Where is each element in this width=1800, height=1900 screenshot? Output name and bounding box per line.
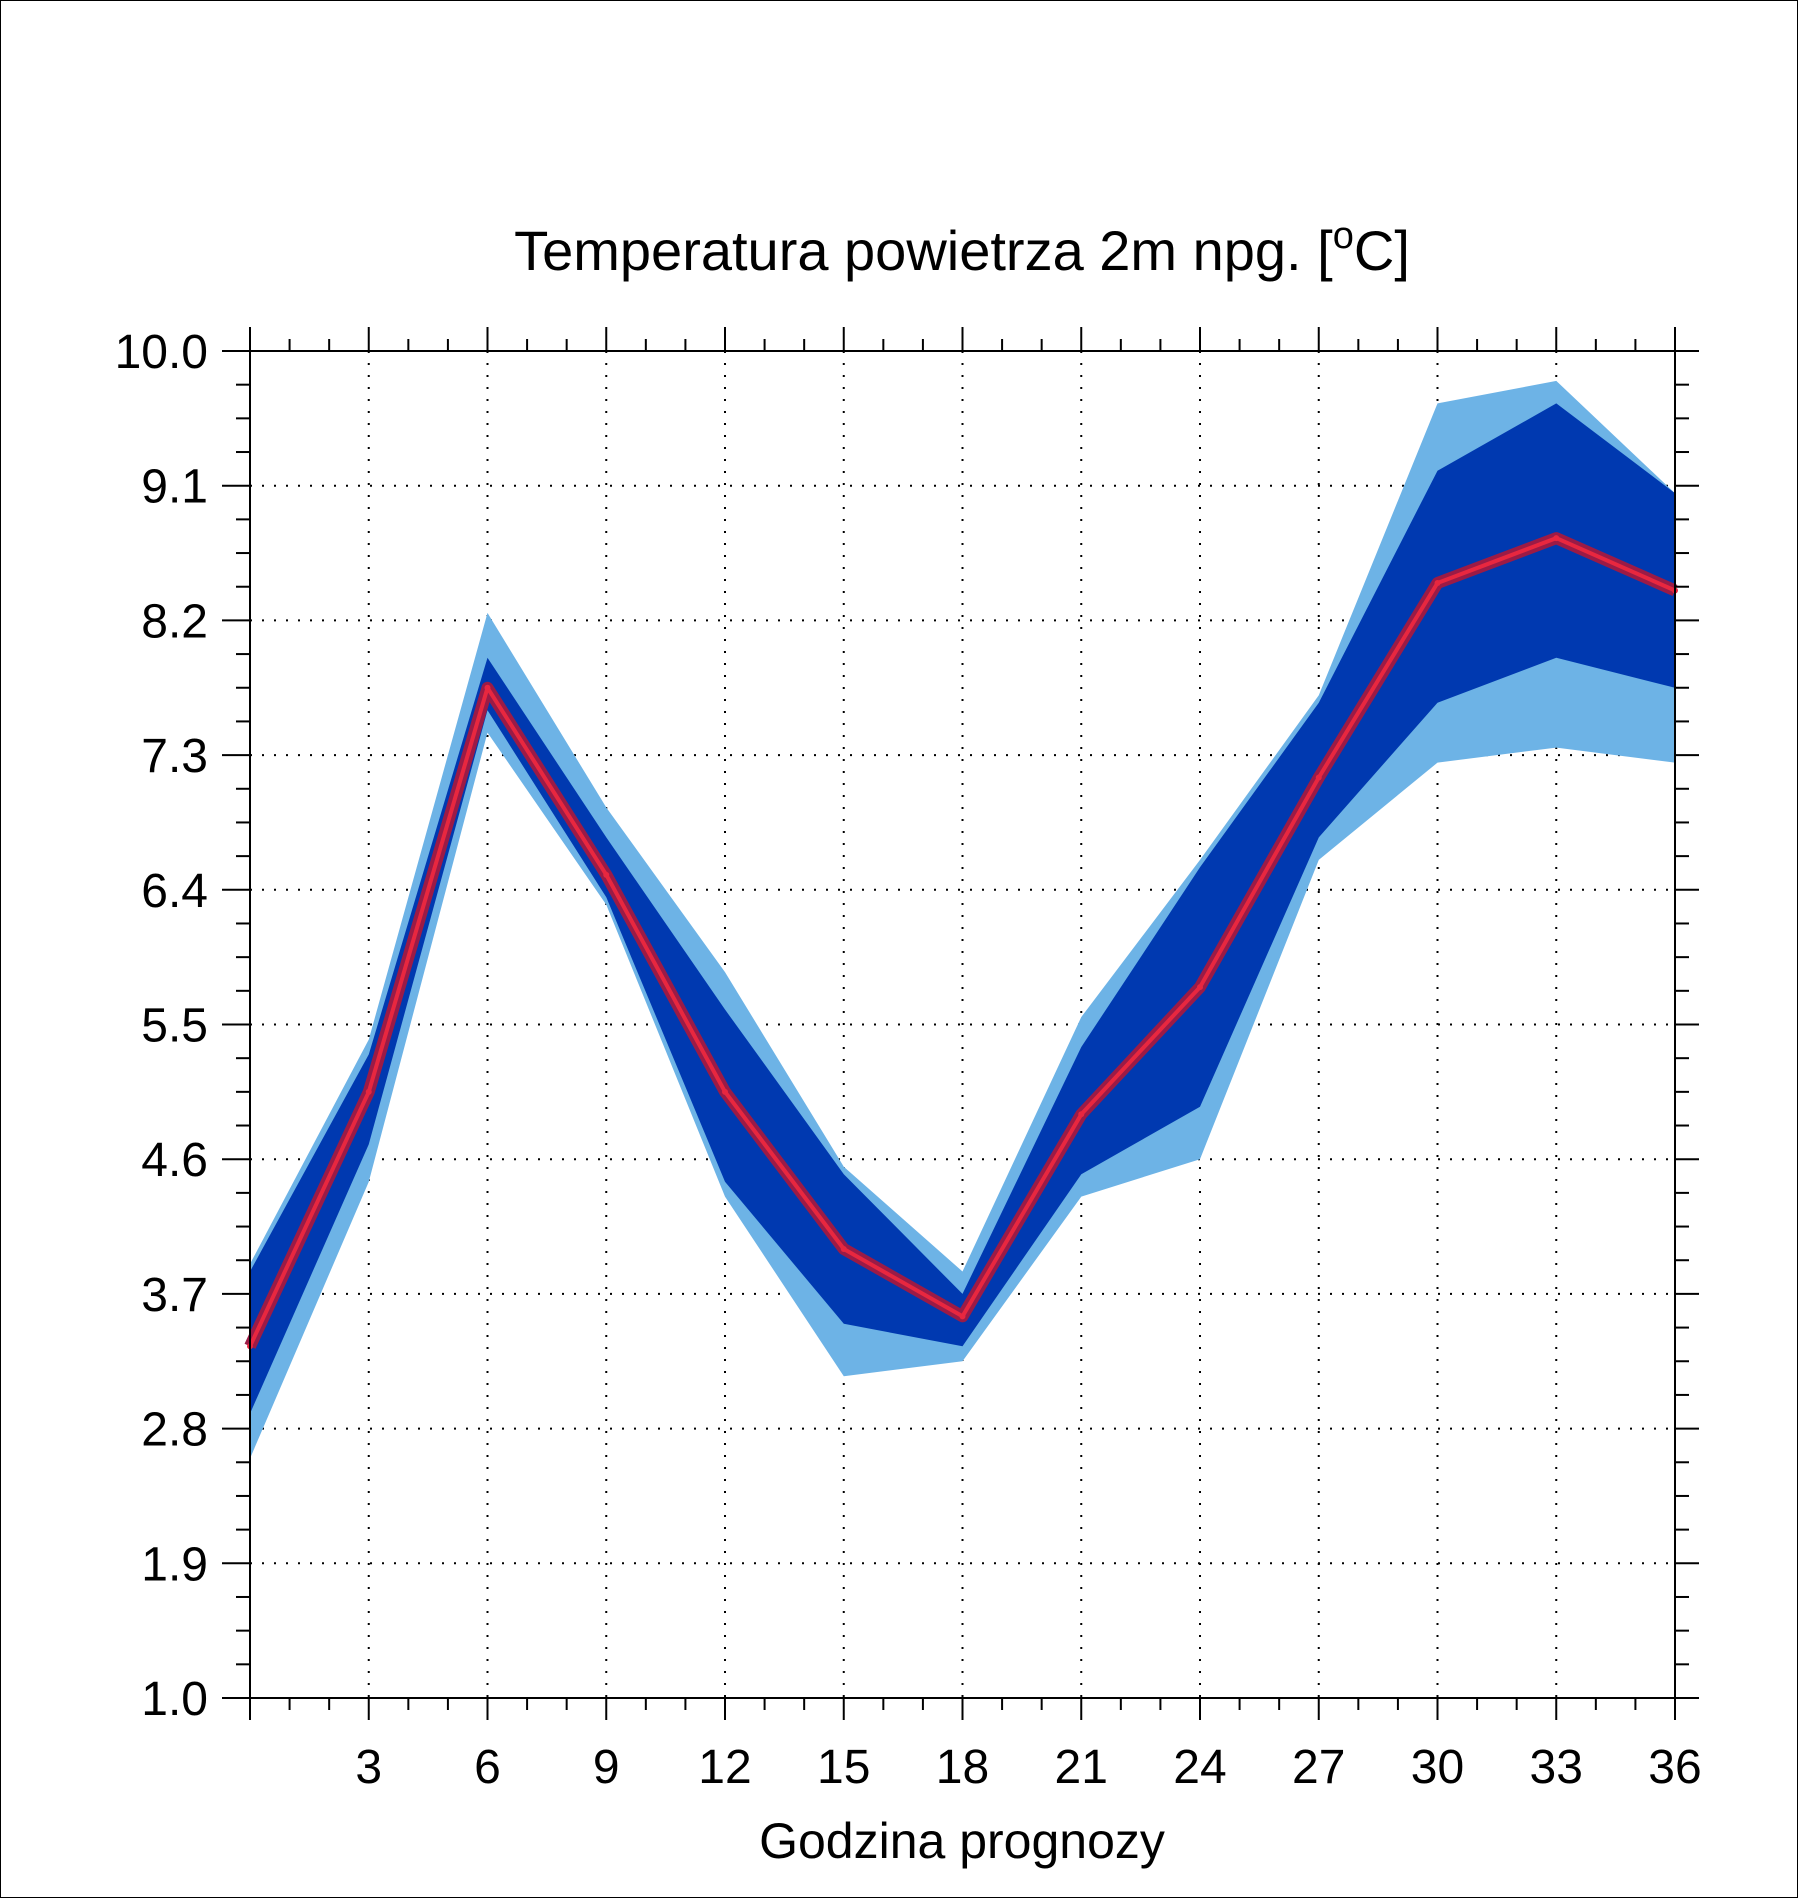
x-tick-label: 36 — [1648, 1741, 1701, 1794]
median-point — [365, 1088, 372, 1095]
median-point — [1434, 579, 1441, 586]
y-tick-label: 1.9 — [141, 1538, 208, 1591]
median-point — [840, 1246, 847, 1252]
y-tick-label: 2.8 — [141, 1404, 208, 1457]
y-tick-label: 6.4 — [141, 865, 208, 918]
median-point — [1197, 984, 1203, 991]
median-point — [959, 1313, 966, 1320]
y-tick-label: 7.3 — [141, 730, 208, 783]
median-point — [1078, 1111, 1085, 1118]
x-tick-label: 15 — [817, 1741, 870, 1794]
x-tick-label: 24 — [1173, 1741, 1226, 1794]
inner-band — [250, 403, 1675, 1414]
x-tick-label: 27 — [1292, 1741, 1345, 1794]
chart-title-superscript: o — [1333, 215, 1354, 257]
y-tick-labels: 1.0 1.9 2.8 3.7 4.6 5.5 6.4 7.3 8.2 9.1 10.0 — [115, 326, 208, 1726]
chart-title: Temperatura powietrza 2m npg. [oC] — [514, 215, 1410, 282]
chart-title-end: C] — [1354, 219, 1410, 282]
x-axis-label: Godzina prognozy — [759, 1813, 1165, 1869]
chart-title-main: Temperatura powietrza 2m npg. [ — [514, 219, 1333, 282]
median-point — [484, 684, 491, 691]
y-tick-label: 1.0 — [141, 1673, 208, 1726]
x-tick-label: 30 — [1411, 1741, 1464, 1794]
y-tick-label: 5.5 — [141, 1000, 208, 1053]
x-tick-label: 21 — [1055, 1741, 1108, 1794]
median-point — [1553, 535, 1560, 542]
x-tick-label: 3 — [355, 1741, 382, 1794]
median-line — [244, 532, 1678, 1350]
y-tick-label: 9.1 — [141, 461, 208, 514]
x-tick-label: 33 — [1530, 1741, 1583, 1794]
x-tick-label: 6 — [474, 1741, 501, 1794]
y-tick-label: 3.7 — [141, 1269, 208, 1322]
axes — [222, 327, 1699, 1720]
median-point — [603, 871, 610, 878]
x-tick-label: 12 — [698, 1741, 751, 1794]
y-tick-label: 8.2 — [141, 595, 208, 648]
median-point — [722, 1088, 728, 1095]
x-tick-labels: 3 6 9 12 15 18 21 24 27 30 33 36 — [355, 1741, 1701, 1794]
x-tick-label: 9 — [593, 1741, 620, 1794]
bands — [250, 380, 1675, 1459]
x-tick-label: 18 — [936, 1741, 989, 1794]
y-tick-label: 4.6 — [141, 1134, 208, 1187]
y-tick-label: 10.0 — [115, 326, 208, 379]
median-point — [1315, 774, 1322, 781]
